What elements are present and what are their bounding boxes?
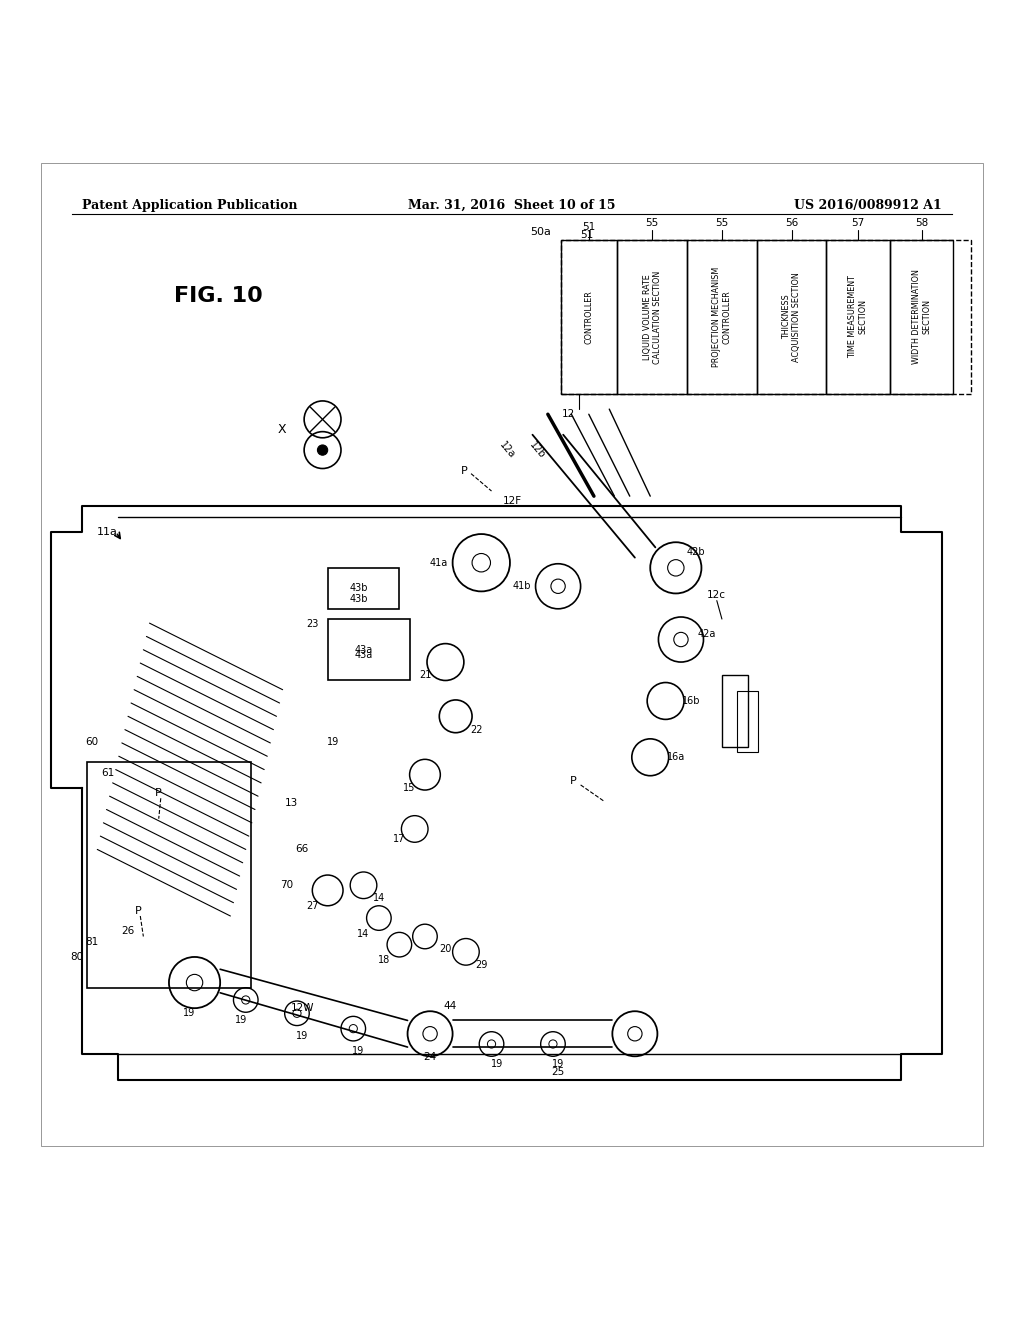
Text: 19: 19 <box>327 737 339 747</box>
Text: 12b: 12b <box>527 440 548 461</box>
Text: 43b: 43b <box>349 594 368 603</box>
Bar <box>87 763 251 987</box>
Text: 81: 81 <box>86 937 98 946</box>
Text: THICKNESS
ACQUISITION SECTION: THICKNESS ACQUISITION SECTION <box>782 272 801 362</box>
Text: 56: 56 <box>785 218 798 228</box>
Text: 57: 57 <box>852 218 864 228</box>
Bar <box>757 240 826 393</box>
Text: 19: 19 <box>234 1015 247 1026</box>
Text: X: X <box>278 424 286 436</box>
Text: 43a: 43a <box>354 644 373 655</box>
Text: FIG. 10: FIG. 10 <box>174 286 263 306</box>
Text: 24: 24 <box>424 1052 436 1063</box>
Text: 23: 23 <box>306 619 318 630</box>
Text: WIDTH DETERMINATION
SECTION: WIDTH DETERMINATION SECTION <box>912 269 931 364</box>
Text: 12F: 12F <box>503 496 521 507</box>
Text: 18: 18 <box>378 956 390 965</box>
Text: 19: 19 <box>296 1031 308 1040</box>
Text: 17: 17 <box>393 834 406 845</box>
Text: 58: 58 <box>915 218 928 228</box>
Text: 43a: 43a <box>354 649 373 660</box>
Text: US 2016/0089912 A1: US 2016/0089912 A1 <box>795 199 942 211</box>
Text: 14: 14 <box>357 929 370 940</box>
Text: 42a: 42a <box>697 630 716 639</box>
Bar <box>890 240 953 393</box>
Text: 15: 15 <box>403 783 416 793</box>
Text: Mar. 31, 2016  Sheet 10 of 15: Mar. 31, 2016 Sheet 10 of 15 <box>409 199 615 211</box>
Bar <box>722 676 748 747</box>
Bar <box>737 690 758 752</box>
Text: 22: 22 <box>470 725 482 735</box>
Text: 14: 14 <box>373 892 385 903</box>
Bar <box>617 240 687 393</box>
Text: 16b: 16b <box>682 696 700 706</box>
Text: 44: 44 <box>444 1001 457 1011</box>
Text: 12a: 12a <box>497 440 517 461</box>
Bar <box>328 619 410 681</box>
Text: 55: 55 <box>646 218 658 228</box>
Text: 25: 25 <box>552 1067 564 1077</box>
Text: 41a: 41a <box>429 558 447 568</box>
Text: 12c: 12c <box>708 590 726 601</box>
Text: 60: 60 <box>86 737 98 747</box>
Text: PROJECTION MECHANISM
CONTROLLER: PROJECTION MECHANISM CONTROLLER <box>713 267 731 367</box>
Text: 19: 19 <box>183 1008 196 1018</box>
Text: TIME MEASUREMENT
SECTION: TIME MEASUREMENT SECTION <box>849 276 867 359</box>
Text: P: P <box>156 788 162 799</box>
Text: 12W: 12W <box>291 1003 313 1014</box>
Bar <box>826 240 890 393</box>
Bar <box>561 240 971 393</box>
Text: 42b: 42b <box>687 548 706 557</box>
Text: 27: 27 <box>306 900 318 911</box>
Bar <box>561 240 617 393</box>
Text: P: P <box>135 906 141 916</box>
Text: 50a: 50a <box>530 227 551 238</box>
Text: 21: 21 <box>419 671 431 680</box>
Text: 80: 80 <box>71 952 83 962</box>
Text: 70: 70 <box>281 880 293 890</box>
Text: P: P <box>570 776 577 785</box>
Text: 29: 29 <box>475 960 487 970</box>
Text: LIQUID VOLUME RATE
CALCULATION SECTION: LIQUID VOLUME RATE CALCULATION SECTION <box>643 271 662 363</box>
Text: 19: 19 <box>490 1060 503 1069</box>
Text: 55: 55 <box>716 218 728 228</box>
Circle shape <box>317 445 328 455</box>
Text: 61: 61 <box>101 768 114 777</box>
Bar <box>328 568 399 609</box>
Text: 11a: 11a <box>97 527 118 537</box>
Text: 51: 51 <box>581 230 593 240</box>
Text: 16a: 16a <box>667 752 685 762</box>
Text: 41b: 41b <box>513 581 531 591</box>
Text: 19: 19 <box>352 1047 365 1056</box>
Text: 12: 12 <box>562 409 574 420</box>
Text: 43b: 43b <box>349 583 368 593</box>
Text: 13: 13 <box>286 799 298 808</box>
Text: CONTROLLER: CONTROLLER <box>585 290 594 343</box>
Text: Patent Application Publication: Patent Application Publication <box>82 199 297 211</box>
Bar <box>687 240 757 393</box>
Text: 20: 20 <box>439 944 452 954</box>
Text: 26: 26 <box>122 927 134 936</box>
Text: 19: 19 <box>552 1060 564 1069</box>
Text: P: P <box>461 466 468 475</box>
Text: 51: 51 <box>583 222 595 232</box>
Text: 66: 66 <box>296 845 308 854</box>
